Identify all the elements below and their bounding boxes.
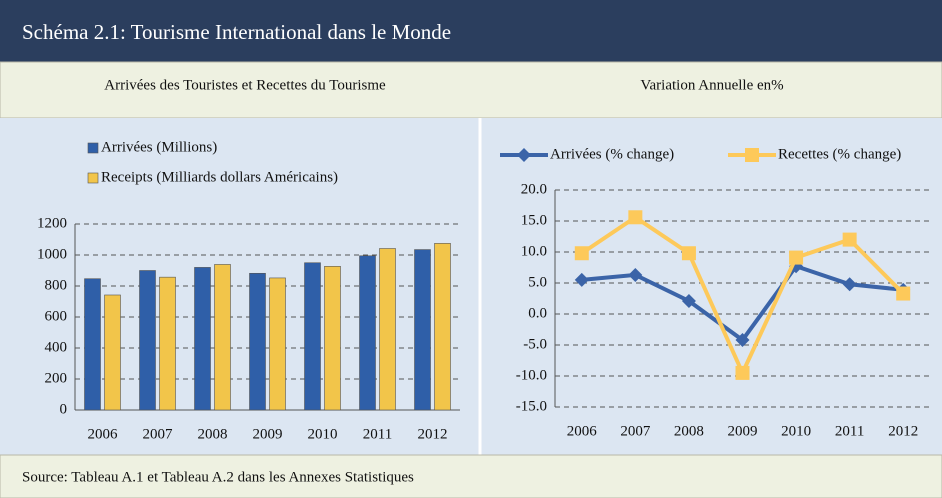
y-tick-label: 0.0 bbox=[528, 305, 547, 321]
x-tick-label: 2006 bbox=[567, 423, 598, 439]
point bbox=[574, 272, 589, 287]
x-tick-label: 2008 bbox=[198, 426, 228, 442]
source: Source: Tableau A.1 et Tableau A.2 dans … bbox=[22, 469, 414, 485]
bar bbox=[324, 266, 341, 411]
x-tick-label: 2008 bbox=[674, 423, 704, 439]
x-tick-label: 2007 bbox=[620, 423, 651, 439]
point bbox=[681, 293, 696, 308]
bar bbox=[139, 270, 156, 411]
point bbox=[681, 246, 696, 261]
y-tick-label: -15.0 bbox=[516, 398, 547, 414]
bar bbox=[249, 272, 266, 411]
x-tick-label: 2011 bbox=[363, 426, 392, 442]
chart-title: Variation Annuelle en% bbox=[640, 77, 783, 93]
chart-title: Arrivées des Touristes et Recettes du To… bbox=[104, 77, 386, 93]
point bbox=[842, 277, 857, 292]
bar bbox=[269, 277, 286, 411]
x-tick-label: 2011 bbox=[835, 423, 864, 439]
y-tick-label: 5.0 bbox=[528, 274, 547, 290]
bar bbox=[359, 255, 376, 411]
bar bbox=[84, 278, 101, 411]
bar bbox=[304, 262, 321, 411]
title-bar bbox=[0, 0, 942, 62]
legend-label: Recettes (% change) bbox=[778, 146, 901, 162]
point bbox=[745, 148, 759, 162]
point bbox=[574, 246, 589, 261]
bar bbox=[434, 243, 451, 411]
x-tick-label: 2006 bbox=[88, 426, 119, 442]
x-tick-label: 2007 bbox=[143, 426, 174, 442]
y-tick-label: -10.0 bbox=[516, 367, 547, 383]
bar bbox=[159, 276, 176, 411]
bar bbox=[214, 264, 231, 411]
y-tick-label: 800 bbox=[45, 277, 68, 293]
y-tick-label: 0 bbox=[60, 401, 68, 417]
point bbox=[842, 232, 857, 247]
x-tick-label: 2012 bbox=[888, 423, 918, 439]
x-tick-label: 2009 bbox=[253, 426, 283, 442]
bar bbox=[104, 294, 121, 411]
x-tick-label: 2009 bbox=[728, 423, 758, 439]
y-tick-label: 1200 bbox=[37, 215, 67, 231]
x-tick-label: 2012 bbox=[418, 426, 448, 442]
y-tick-label: 200 bbox=[45, 370, 68, 386]
y-tick-label: 600 bbox=[45, 308, 68, 324]
legend-label: Arrivées (% change) bbox=[550, 146, 674, 162]
point bbox=[735, 333, 750, 348]
point bbox=[896, 286, 911, 301]
legend-swatch bbox=[87, 172, 99, 184]
y-tick-label: 400 bbox=[45, 339, 68, 355]
bar bbox=[194, 267, 211, 411]
legend-swatch bbox=[87, 142, 99, 154]
legend-label: Receipts (Milliards dollars Américains) bbox=[101, 169, 338, 185]
point bbox=[628, 267, 643, 282]
x-tick-label: 2010 bbox=[781, 423, 811, 439]
point bbox=[628, 210, 643, 225]
point bbox=[789, 250, 804, 265]
legend-label: Arrivées (Millions) bbox=[101, 139, 217, 155]
point bbox=[735, 365, 750, 380]
subtitle-band bbox=[0, 61, 942, 119]
y-tick-label: 1000 bbox=[37, 246, 67, 262]
y-tick-label: -5.0 bbox=[523, 336, 547, 352]
x-tick-label: 2010 bbox=[308, 426, 338, 442]
y-tick-label: 20.0 bbox=[521, 181, 547, 197]
bar bbox=[414, 249, 431, 411]
y-tick-label: 15.0 bbox=[521, 212, 547, 228]
y-tick-label: 10.0 bbox=[521, 243, 547, 259]
point bbox=[517, 148, 531, 162]
bar bbox=[379, 248, 396, 411]
page-title: Schéma 2.1: Tourisme International dans … bbox=[22, 20, 451, 44]
footer-band bbox=[0, 454, 942, 498]
